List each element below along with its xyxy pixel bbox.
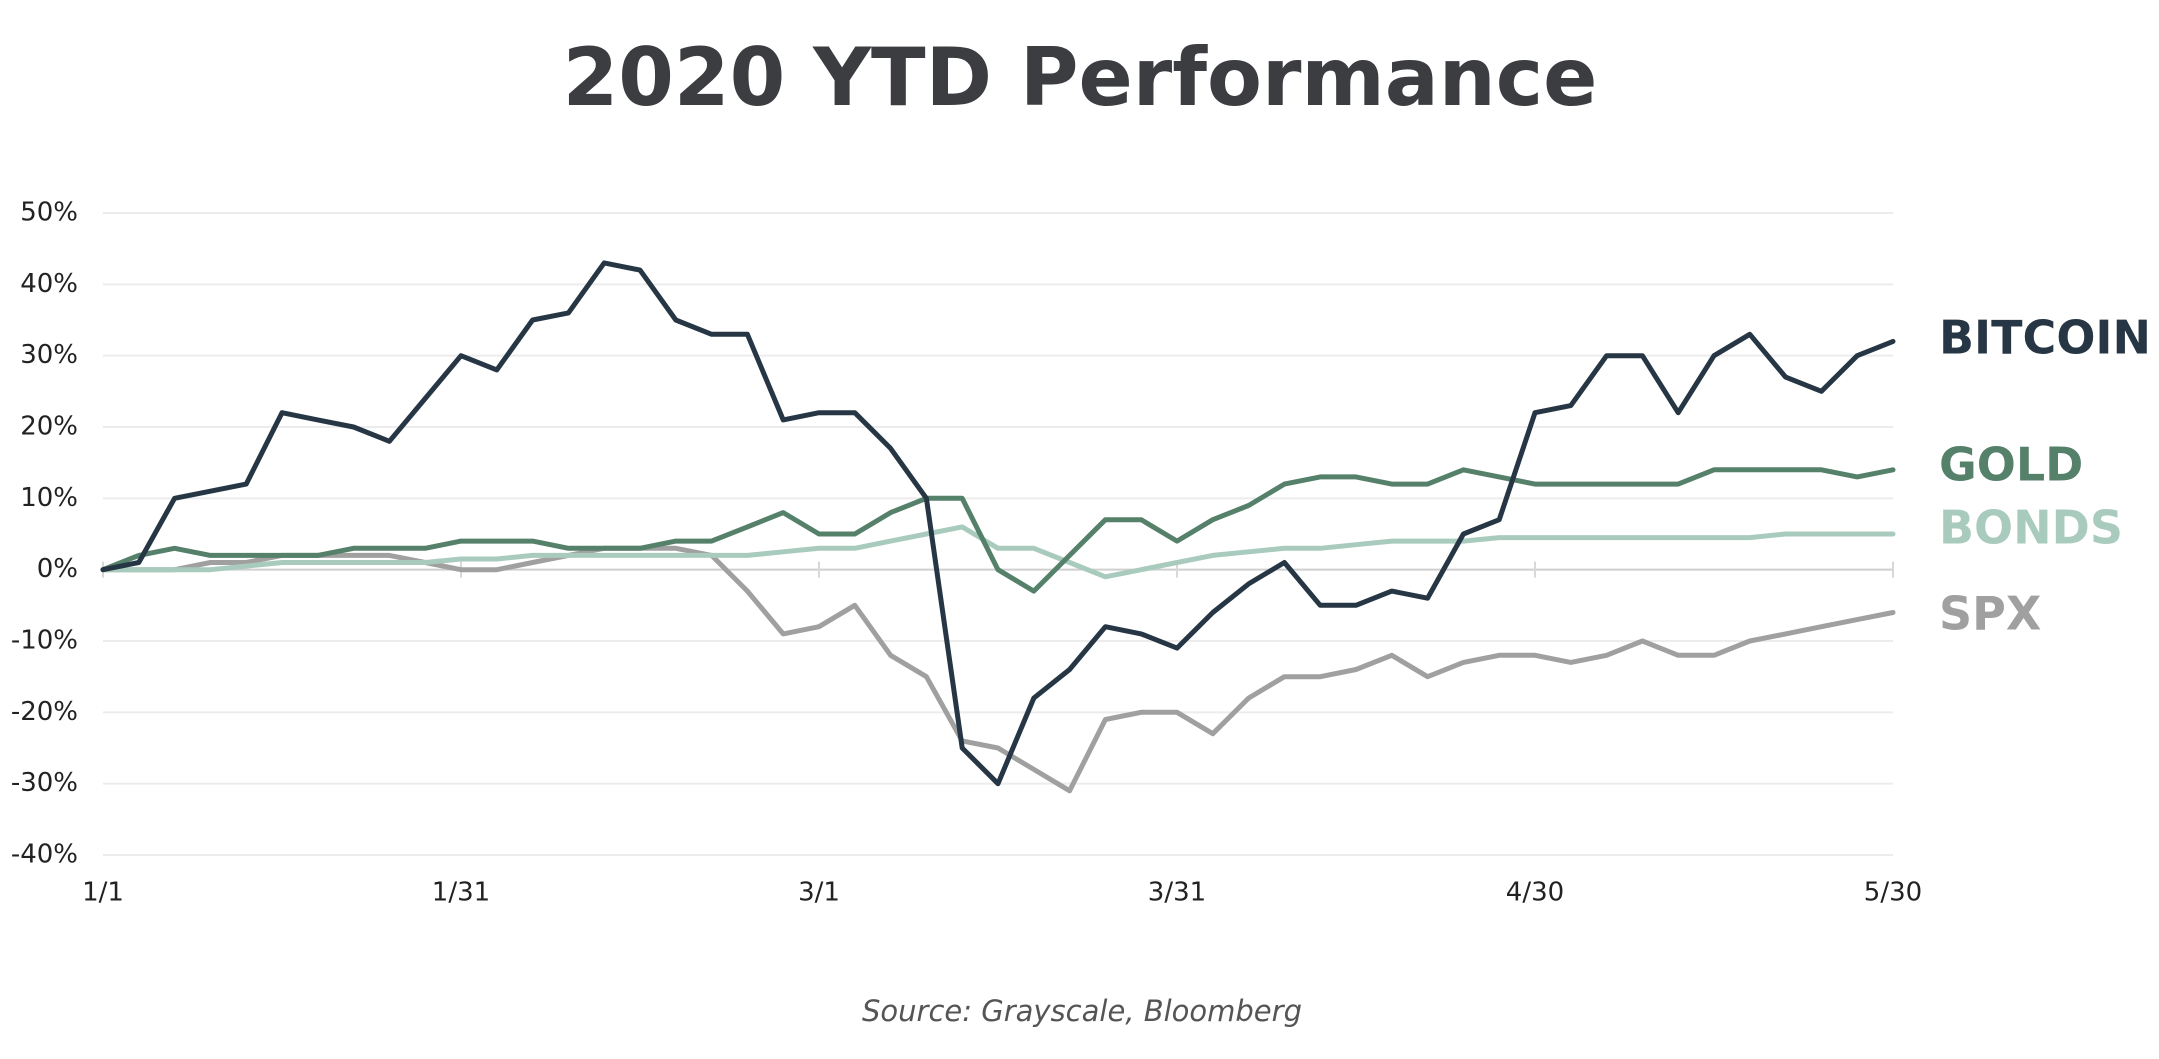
series-line (100, 545, 1896, 794)
y-tick-label: 0% (37, 554, 78, 584)
chart-title: 2020 YTD Performance (563, 31, 1598, 124)
y-tick-label: 30% (20, 340, 78, 370)
series-line (100, 524, 1896, 580)
x-tick-label: 5/30 (1864, 878, 1922, 908)
legend-label: GOLD (1939, 438, 2083, 492)
y-tick-label: -10% (11, 626, 78, 656)
y-tick-label: -30% (11, 768, 78, 798)
y-tick-label: -40% (11, 840, 78, 870)
y-tick-label: 10% (20, 483, 78, 513)
series-line (100, 467, 1896, 594)
series-line (100, 260, 1896, 787)
x-tick-label: 3/31 (1148, 878, 1206, 908)
y-tick-label: -20% (11, 697, 78, 727)
y-tick-label: 50% (20, 198, 78, 228)
legend-label: BONDS (1939, 501, 2123, 555)
y-tick-label: 20% (20, 412, 78, 442)
x-tick-label: 3/1 (798, 878, 840, 908)
source: Source: Grayscale, Bloomberg (862, 994, 1302, 1028)
x-tick-label: 4/30 (1506, 878, 1564, 908)
legend-label: SPX (1939, 587, 2041, 641)
x-tick-label: 1/31 (432, 878, 490, 908)
legend-label: BITCOIN (1939, 311, 2151, 365)
y-tick-label: 40% (20, 269, 78, 299)
x-tick-label: 1/1 (82, 878, 124, 908)
